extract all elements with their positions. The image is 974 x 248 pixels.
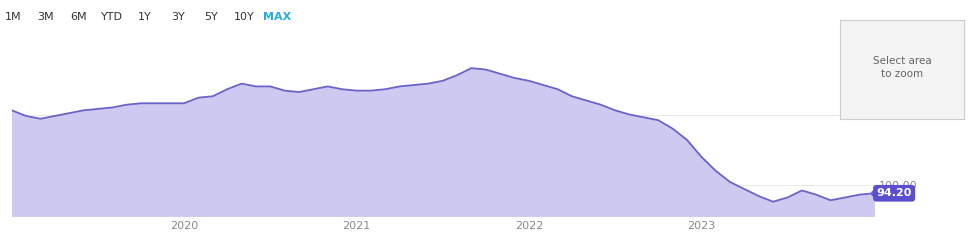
Text: 5Y: 5Y xyxy=(205,12,218,22)
Text: 1Y: 1Y xyxy=(138,12,152,22)
Text: 1M: 1M xyxy=(4,12,21,22)
Text: YTD: YTD xyxy=(101,12,123,22)
Text: 6M: 6M xyxy=(70,12,88,22)
Text: 94.20: 94.20 xyxy=(877,188,912,198)
Text: Select area
to zoom: Select area to zoom xyxy=(873,56,931,79)
Text: MAX: MAX xyxy=(263,12,292,22)
Text: 10Y: 10Y xyxy=(234,12,255,22)
Text: 3M: 3M xyxy=(37,12,55,22)
Text: 3Y: 3Y xyxy=(171,12,185,22)
